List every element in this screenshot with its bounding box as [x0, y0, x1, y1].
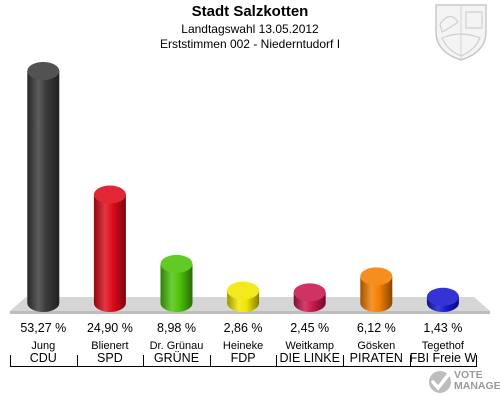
bar-body: [160, 263, 193, 312]
party-label: PIRATEN: [343, 351, 410, 367]
value-label: 53,27 %: [20, 321, 67, 335]
bar-top: [360, 267, 393, 286]
party-label: GRÜNE: [143, 351, 210, 367]
category-separator: [410, 355, 411, 367]
chart-subtitle-election: Landtagswahl 13.05.2012: [181, 22, 319, 36]
value-label: 8,98 %: [157, 321, 196, 335]
value-label: 1,43 %: [423, 321, 463, 335]
candidate-label: Blienert: [91, 340, 129, 352]
bar-fdp: [227, 281, 260, 312]
vote-manager-logo-icon: [429, 371, 451, 393]
candidate-label: Tegethof: [421, 340, 464, 352]
candidate-label: Weitkamp: [285, 340, 335, 352]
category-separator: [10, 355, 11, 367]
category-separator: [210, 355, 211, 367]
watermark-line-2: MANAGER: [454, 380, 500, 392]
coat-of-arms-icon: [435, 4, 487, 61]
candidate-label: Jung: [31, 340, 56, 352]
bar-top: [293, 283, 326, 302]
party-label: DIE LINKE: [276, 351, 343, 367]
chart-subtitle-district: Erststimmen 002 - Niederntudorf I: [159, 37, 341, 51]
category-separator: [77, 355, 78, 367]
chart-floor-edge: [10, 311, 490, 314]
candidate-label: Dr. Grünau: [149, 340, 204, 352]
vote-manager-watermark: VOTE MANAGER: [454, 370, 500, 392]
bar-body: [93, 194, 126, 312]
party-label: FDP: [209, 351, 277, 367]
bar-top: [227, 281, 260, 300]
category-separator: [276, 355, 277, 367]
bar-top: [426, 287, 459, 306]
bar-piraten: [360, 267, 393, 312]
bar-die-linke: [293, 283, 326, 312]
value-label: 2,45 %: [290, 321, 330, 335]
candidate-label: Heineke: [222, 340, 264, 352]
party-label: SPD: [76, 351, 144, 367]
bar-body: [360, 276, 393, 312]
bar-spd: [93, 185, 126, 312]
category-separator: [343, 355, 344, 367]
bar-cdu: [27, 62, 60, 312]
candidate-label: Gösken: [357, 340, 396, 352]
category-separator: [476, 355, 477, 367]
value-label: 24,90 %: [86, 321, 133, 335]
bar-gr-ne: [160, 254, 193, 312]
bar-top: [93, 185, 126, 204]
bar-top: [27, 62, 60, 80]
bar-top: [160, 254, 193, 273]
party-label: CDU: [10, 351, 77, 367]
bar-fbi-freie-w-hler: [426, 287, 459, 312]
category-separator: [143, 355, 144, 367]
bar-body: [27, 71, 60, 312]
value-label: 6,12 %: [356, 321, 396, 335]
value-label: 2,86 %: [223, 321, 263, 335]
watermark-line-1: VOTE: [454, 369, 483, 381]
party-label: FBI Freie Wähler: [409, 351, 477, 367]
chart-title: Stadt Salzkotten: [191, 3, 309, 20]
